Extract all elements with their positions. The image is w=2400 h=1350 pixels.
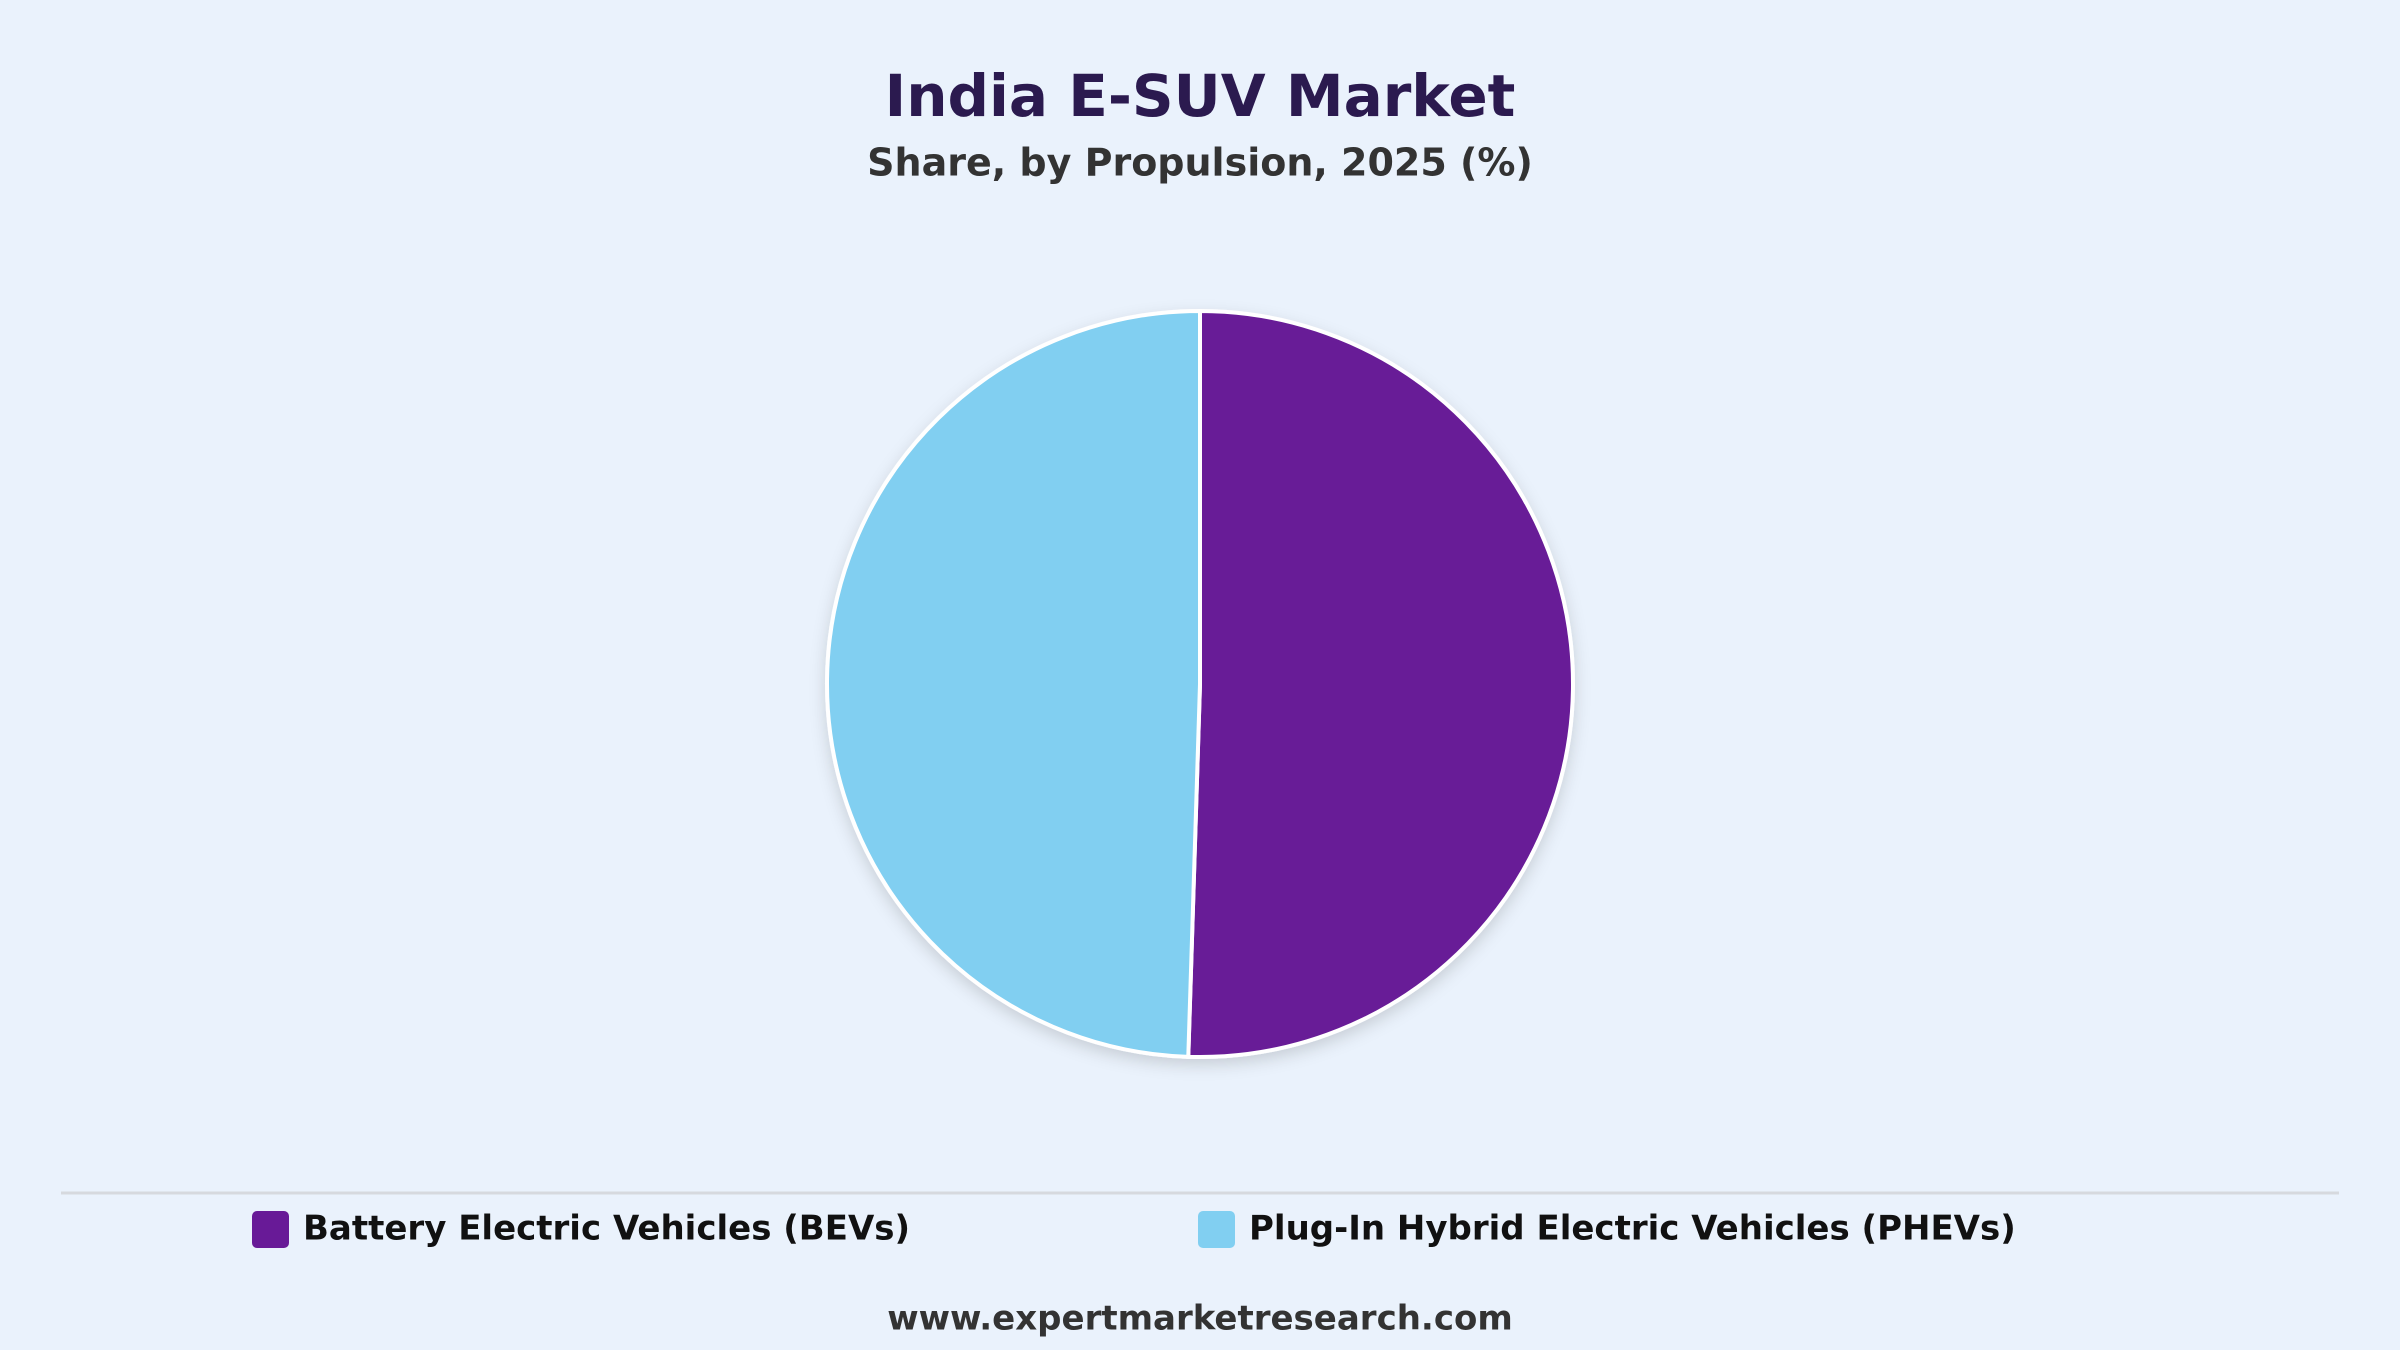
legend-swatch [252, 1211, 289, 1248]
legend-label: Battery Electric Vehicles (BEVs) [303, 1209, 910, 1249]
source: www.expertmarketresearch.com [887, 1299, 1513, 1339]
pie [824, 308, 1575, 1059]
legend: Battery Electric Vehicles (BEVs) Plug-In … [252, 1209, 2016, 1249]
pie-slice [1186, 308, 1575, 1059]
chart-title: India E-SUV Market [885, 62, 1516, 130]
pie-slice [824, 308, 1202, 1059]
chart-subtitle: Share, by Propulsion, 2025 (%) [867, 141, 1533, 185]
legend-label: Plug-In Hybrid Electric Vehicles (PHEVs) [1249, 1209, 2016, 1249]
legend-swatch [1198, 1211, 1235, 1248]
